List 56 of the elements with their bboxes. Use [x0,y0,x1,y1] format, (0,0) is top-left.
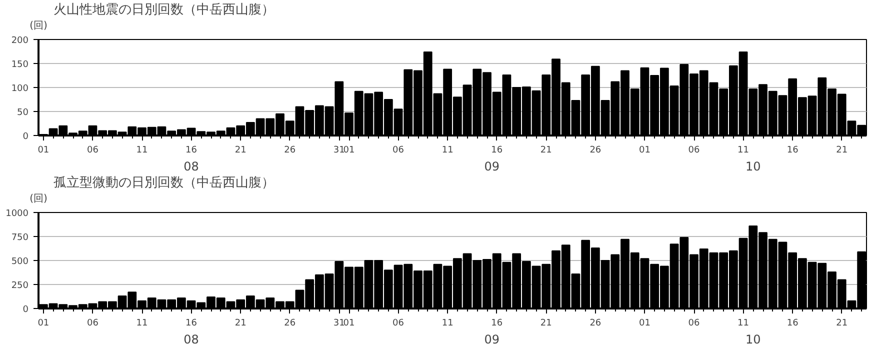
y-axis-title: (回) [30,20,48,32]
y-tick-label: 50 [17,108,29,118]
x-tick-label: 21 [540,318,552,328]
x-tick-label: 26 [284,146,296,156]
x-tick-label: 06 [392,318,404,328]
text: 08 [184,332,199,346]
x-tick-label: 21 [540,146,552,156]
x-tick-label: 01 [38,318,50,328]
y-axis-title: (回) [30,194,48,204]
x-tick-label: 11 [738,146,750,156]
x-tick-label: 06 [392,146,404,156]
y-tick-label: 1000 [6,209,29,219]
chart-title: 孤立型微動の日別回数（中岳西山腹） [54,174,274,190]
x-tick-label: 26 [590,318,602,328]
y-tick-label: 100 [11,84,29,94]
x-tick-label: 16 [186,318,198,328]
x-tick-label: 21 [234,318,246,328]
y-tick-label: 500 [11,257,29,267]
text: 09 [484,332,500,346]
x-tick-label: 01 [343,146,355,156]
x-tick-label: 21 [836,318,848,328]
y-tick-label: 250 [11,281,29,291]
x-tick-label: 01 [638,318,650,328]
x-tick-label: 26 [284,318,296,328]
x-tick-label: 31 [333,146,345,156]
x-tick-label: 16 [491,318,503,328]
x-tick-label: 16 [491,146,503,156]
x-tick-label: 16 [786,318,799,328]
x-tick-label: 11 [738,318,750,328]
x-tick-label: 21 [234,146,246,156]
x-tick-label: 06 [688,146,700,156]
x-tick-label: 06 [86,146,99,156]
x-tick-label: 21 [836,146,848,156]
x-tick-label: 11 [442,146,454,156]
y-tick-label: 200 [11,36,29,46]
text: 09 [484,160,500,174]
x-tick-label: 11 [136,146,148,156]
x-tick-label: 11 [136,318,148,328]
text: 10 [746,160,761,174]
x-tick-label: 11 [442,318,454,328]
y-tick-label: 0 [22,132,29,142]
x-tick-label: 06 [86,318,99,328]
y-tick-label: 750 [11,233,29,243]
x-tick-label: 16 [186,146,198,156]
x-tick-label: 31 [333,318,345,328]
x-tick-label: 01 [343,318,355,328]
text: 10 [746,332,761,346]
x-tick-label: 26 [590,146,602,156]
x-tick-label: 01 [38,146,50,156]
x-tick-label: 01 [638,146,650,156]
y-tick-label: 0 [22,305,29,315]
text: 08 [184,160,199,174]
x-tick-label: 06 [688,318,700,328]
x-tick-label: 16 [786,146,799,156]
y-tick-label: 150 [11,60,29,70]
chart-title: 火山性地震の日別回数（中岳西山腹） [54,2,274,18]
